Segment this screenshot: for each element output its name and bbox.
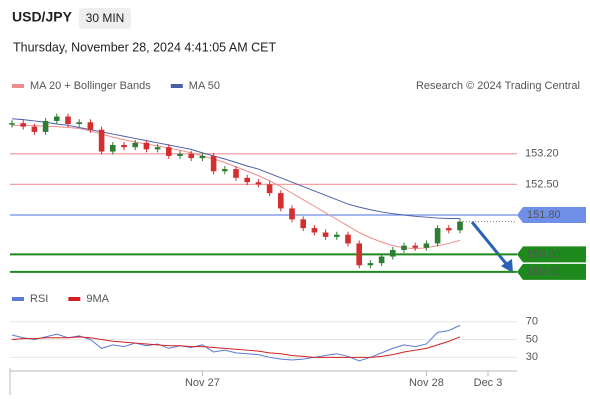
rsi-line (11, 336, 461, 358)
level-label: 152.50 (525, 178, 559, 190)
forecast-arrow (470, 221, 510, 267)
legend-swatch (12, 297, 24, 301)
attribution: Research © 2024 Trading Central (416, 80, 580, 92)
candle (20, 123, 26, 127)
candle (76, 122, 82, 124)
rsi-line (11, 324, 461, 362)
candle (446, 228, 452, 231)
candle (31, 126, 38, 132)
candle (390, 250, 396, 257)
candle (278, 193, 284, 209)
candle (356, 243, 362, 266)
candle (110, 145, 116, 152)
candle (54, 116, 60, 121)
legend-label: 9MA (86, 293, 109, 305)
legend-label: RSI (30, 293, 48, 305)
candle (334, 234, 340, 237)
ma-line (11, 118, 460, 219)
candle (255, 182, 262, 185)
candle (65, 116, 71, 124)
candle (87, 122, 94, 130)
candle (98, 129, 105, 152)
candle (423, 243, 430, 248)
arrow-head (501, 259, 513, 273)
timeframe-box (79, 8, 131, 29)
rsi-tick-label: 70 (526, 316, 538, 328)
candle (244, 177, 250, 183)
candle (289, 208, 295, 220)
candle (188, 153, 194, 159)
rsi-tick-label: 30 (526, 351, 538, 363)
level-box (517, 263, 586, 280)
candle (210, 155, 217, 172)
candle (322, 232, 329, 237)
level-box (517, 246, 586, 263)
candle (457, 221, 463, 231)
symbol: USD/JPY (12, 9, 73, 25)
legend-label: MA 50 (189, 80, 220, 92)
candle (166, 147, 172, 156)
level-box (517, 207, 586, 223)
candle (132, 142, 138, 148)
candle (311, 228, 318, 233)
candle (121, 145, 127, 148)
level-label: 150.90 (527, 248, 561, 260)
candle (199, 155, 206, 159)
legend-label: MA 20 + Bollinger Bands (30, 80, 151, 92)
x-tick-label: Nov 28 (409, 377, 444, 389)
x-tick-label: Nov 27 (185, 377, 220, 389)
legend-swatch (68, 297, 81, 301)
candle (401, 245, 407, 250)
candle (367, 263, 374, 266)
date: Thursday, November 28, 2024 4:41:05 AM C… (13, 40, 276, 54)
candle (378, 256, 385, 264)
candle (143, 142, 150, 150)
candle (233, 169, 239, 178)
candle (177, 153, 183, 156)
candle (154, 147, 161, 150)
candle (300, 219, 306, 229)
x-tick-label: Dec 3 (474, 377, 503, 389)
legend-swatch (170, 84, 183, 88)
level-label: 150.50 (527, 266, 561, 278)
candle (266, 184, 273, 194)
candle (434, 228, 441, 244)
level-label: 153.20 (525, 148, 559, 160)
legend-swatch (12, 84, 24, 88)
candle (345, 234, 351, 244)
candle (9, 123, 15, 125)
timeframe: 30 MIN (86, 11, 125, 25)
candle (42, 120, 49, 132)
level-label: 151.80 (527, 209, 561, 221)
candle (222, 169, 228, 172)
rsi-tick-label: 50 (526, 333, 538, 345)
candle (412, 245, 418, 248)
